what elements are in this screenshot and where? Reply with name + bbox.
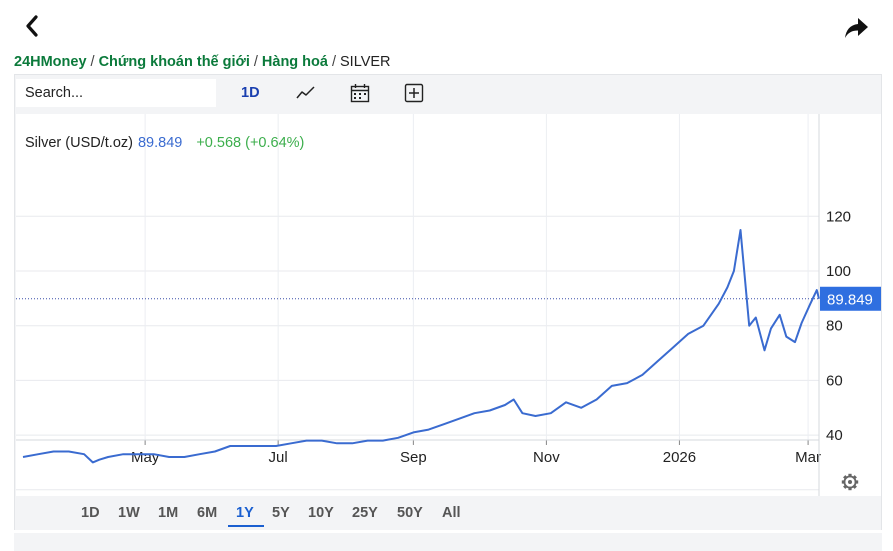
range-button-1y[interactable]: 1Y: [236, 505, 254, 521]
x-tick-label: 2026: [663, 449, 696, 466]
range-button-50y[interactable]: 50Y: [397, 505, 423, 521]
top-bar: [0, 0, 893, 52]
y-tick-label: 40: [826, 427, 843, 444]
breadcrumb-link-world-stocks[interactable]: Chứng khoán thế giới: [98, 54, 250, 70]
price-series-line: [22, 229, 820, 464]
breadcrumb-link-commodities[interactable]: Hàng hoá: [261, 54, 328, 70]
breadcrumb-separator: /: [90, 54, 95, 70]
interval-selector[interactable]: 1D: [241, 85, 260, 101]
x-tick-label: Sep: [400, 449, 427, 466]
legend-symbol: Silver (USD/t.oz): [25, 135, 133, 151]
x-tick-label: May: [131, 449, 160, 466]
symbol-search-input[interactable]: [16, 79, 216, 107]
gear-icon[interactable]: [841, 473, 859, 491]
x-tick-label: Mar: [795, 449, 821, 466]
legend-price: 89.849: [138, 135, 182, 151]
breadcrumb-separator: /: [253, 54, 258, 70]
calendar-icon[interactable]: [349, 82, 371, 104]
range-button-10y[interactable]: 10Y: [308, 505, 334, 521]
price-tag-label: 89.849: [827, 291, 873, 308]
active-range-underline: [228, 525, 264, 527]
range-button-1w[interactable]: 1W: [118, 505, 140, 521]
range-button-1m[interactable]: 1M: [158, 505, 179, 521]
legend-change: +0.568 (+0.64%): [196, 135, 304, 151]
breadcrumb-separator: /: [331, 54, 336, 70]
chart-area[interactable]: 40 60 80 100 120 May Jul Sep Nov 2026 Mar 89.849 Sil…: [16, 114, 881, 496]
chart-legend: Silver (USD/t.oz) 89.849 +0.568 (+0.64%): [25, 135, 304, 151]
y-tick-label: 80: [826, 318, 843, 335]
bottom-strip: [14, 533, 882, 551]
x-tick-label: Nov: [533, 449, 560, 466]
breadcrumb-link-home[interactable]: 24HMoney: [14, 54, 87, 70]
range-button-5y[interactable]: 5Y: [272, 505, 290, 521]
line-chart-icon[interactable]: [295, 82, 317, 104]
chart-toolbar: 1D: [15, 75, 881, 113]
range-button-1d[interactable]: 1D: [81, 505, 100, 521]
range-button-all[interactable]: All: [442, 505, 461, 521]
range-button-6m[interactable]: 6M: [197, 505, 218, 521]
share-arrow-icon[interactable]: [842, 14, 870, 42]
chevron-left-icon[interactable]: [18, 12, 46, 40]
chart-widget: 1D 40 60 80 100 120 May Jul Sep Nov 2026 Mar 89.849…: [14, 74, 882, 530]
x-tick-label: Jul: [269, 449, 288, 466]
price-tag: [820, 286, 881, 311]
breadcrumb: 24HMoney / Chứng khoán thế giới / Hàng hoá / S…: [14, 54, 391, 70]
range-selector-bar: 1D 1W 1M 6M 1Y 5Y 10Y 25Y 50Y All: [15, 496, 881, 530]
y-tick-label: 60: [826, 372, 843, 389]
y-tick-label: 120: [826, 208, 851, 225]
y-tick-label: 100: [826, 263, 851, 280]
add-indicator-icon[interactable]: [403, 82, 425, 104]
range-button-25y[interactable]: 25Y: [352, 505, 378, 521]
breadcrumb-current: SILVER: [340, 54, 391, 70]
